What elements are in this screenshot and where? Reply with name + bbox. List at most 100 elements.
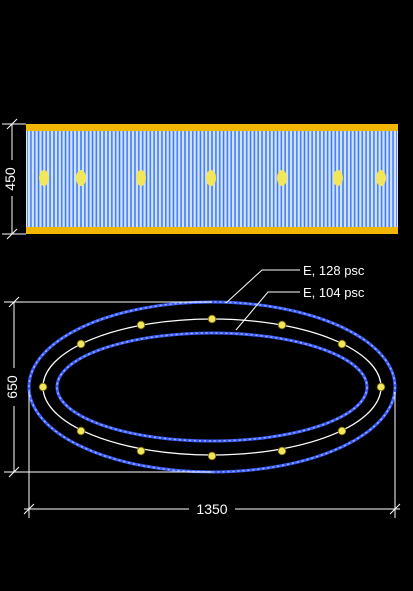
height-dimension-elevation [2,118,26,240]
elevation-column [296,128,301,230]
elevation-column [196,128,201,230]
elevation-column [346,128,351,230]
elevation-column [96,128,101,230]
elevation-column [327,128,332,230]
elevation-column [223,128,228,230]
callout-inner-label: E, 104 psc [303,285,365,300]
elevation-height-label: 450 [2,167,18,191]
plan-anchor-mark [38,382,48,392]
elevation-column [316,128,320,230]
elevation-column [389,128,394,230]
elevation-column [69,128,74,230]
elevation-column [57,128,62,230]
plan-height-label: 650 [4,375,20,399]
plan-anchor-mark [76,426,86,436]
callout-leader-inner [235,291,300,331]
elevation-column [104,128,108,230]
elevation-column [185,128,189,230]
callout-leader-outer [225,269,300,304]
elevation-column [269,128,274,230]
elevation-column [343,128,347,230]
elevation-anchor-mark [136,170,146,186]
elevation-column [27,128,31,230]
elevation-column [92,128,97,230]
elevation-anchor-mark [76,170,86,186]
elevation-anchor-mark [376,170,386,186]
elevation-column [304,128,309,230]
elevation-column [88,128,93,230]
elevation-column [308,128,313,230]
elevation-column [350,128,355,230]
elevation-column [100,128,105,230]
elevation-column [323,128,328,230]
elevation-column [292,128,297,230]
elevation-column [61,128,66,230]
elevation-column [154,128,158,230]
elevation-column [312,128,317,230]
plan-view: E, 128 psc E, 104 psc 650 1350 [3,263,401,518]
top-band [26,124,398,131]
elevation-column [65,128,70,230]
elevation-column [231,128,236,230]
elevation-column [169,128,174,230]
elevation-column [235,128,239,230]
elevation-column [34,128,39,230]
elevation-column [158,128,162,230]
elevation-column [177,128,182,230]
elevation-column [239,128,243,230]
elevation-column [161,128,166,230]
elevation-column [366,128,370,230]
elevation-column [354,128,359,230]
plan-anchor-mark [136,446,146,456]
elevation-column [123,128,128,230]
elevation-column [54,128,58,230]
elevation-column [362,128,367,230]
elevation-column [227,128,232,230]
bottom-band [26,227,398,234]
elevation-column [131,128,135,230]
elevation-column [30,128,35,230]
elevation-column [262,128,266,230]
elevation-column [188,128,193,230]
plan-anchor-mark [76,339,86,349]
plan-width-label: 1350 [196,501,227,517]
elevation-column [385,128,390,230]
callout-outer-label: E, 128 psc [303,263,365,278]
elevation-column [165,128,170,230]
elevation-column [146,128,151,230]
elevation-column [219,128,224,230]
elevation-column [300,128,305,230]
elevation-column [111,128,116,230]
plan-anchor-mark [277,320,287,330]
elevation-column [258,128,263,230]
elevation-column [250,128,255,230]
elevation-column [289,128,293,230]
elevation-column [150,128,155,230]
elevation-view: 450 [2,118,398,240]
elevation-column [273,128,278,230]
elevation-anchor-mark [206,170,216,186]
elevation-column [254,128,259,230]
elevation-column [50,128,54,230]
elevation-column [119,128,124,230]
elevation-column [192,128,197,230]
plan-anchor-mark [207,451,217,461]
elevation-column [358,128,363,230]
elevation-anchor-mark [333,170,343,186]
elevation-anchor-mark [39,170,49,186]
plan-anchors [38,314,386,461]
elevation-column [200,128,205,230]
elevation-anchor-mark [277,170,287,186]
plan-anchor-mark [337,426,347,436]
plan-anchor-mark [376,382,386,392]
elevation-column [266,128,270,230]
plan-anchor-mark [337,339,347,349]
plan-anchor-mark [277,446,287,456]
elevation-column [107,128,112,230]
elevation-column [246,128,251,230]
elevation-column [242,128,247,230]
plan-anchor-mark [136,320,146,330]
elevation-anchors [39,170,386,186]
elevation-column [393,128,397,230]
